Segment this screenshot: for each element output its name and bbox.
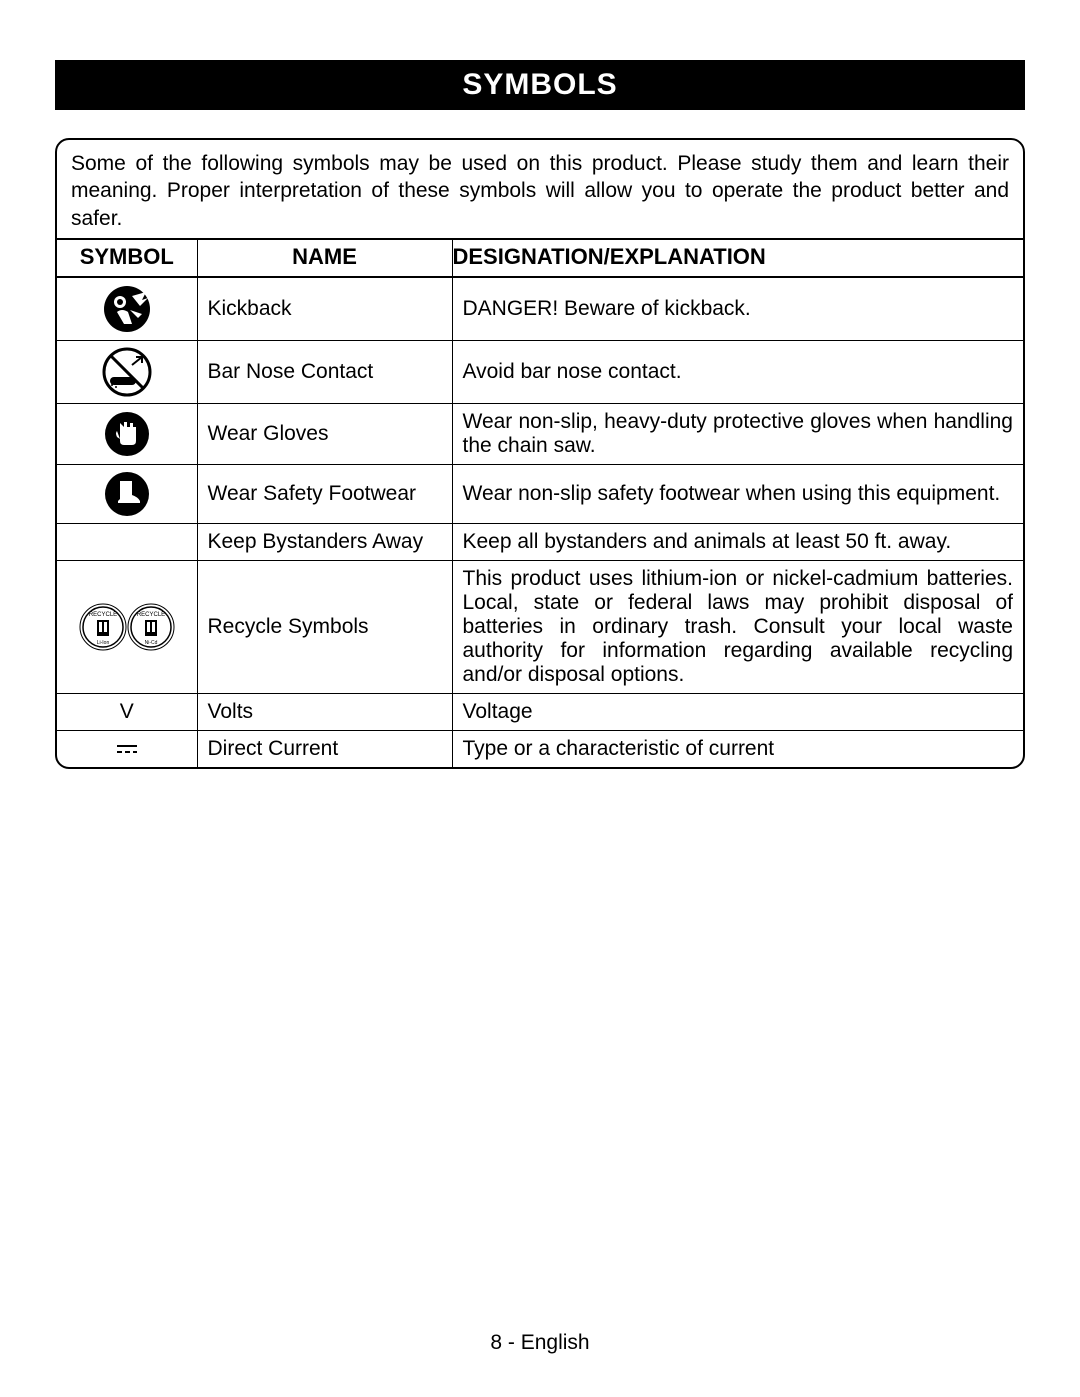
table-row: V Volts Voltage xyxy=(57,693,1023,730)
desc-cell: Wear non-slip, heavy-duty protective glo… xyxy=(452,403,1023,464)
name-cell: Wear Gloves xyxy=(197,403,452,464)
symbol-cell xyxy=(57,464,197,523)
symbol-cell xyxy=(57,403,197,464)
desc-cell: Voltage xyxy=(452,693,1023,730)
intro-text: Some of the following symbols may be use… xyxy=(57,140,1023,238)
desc-cell: DANGER! Beware of kickback. xyxy=(452,277,1023,341)
desc-cell: Keep all bystanders and animals at least… xyxy=(452,523,1023,560)
name-cell: Kickback xyxy=(197,277,452,341)
svg-text:RECYCLE: RECYCLE xyxy=(89,612,117,618)
table-row: Kickback DANGER! Beware of kickback. xyxy=(57,277,1023,341)
header-symbol: SYMBOL xyxy=(57,239,197,277)
table-row: RECYCLE Li-Ion RECYCLE xyxy=(57,560,1023,693)
desc-cell: Avoid bar nose contact. xyxy=(452,340,1023,403)
name-cell: Wear Safety Footwear xyxy=(197,464,452,523)
boots-icon xyxy=(104,471,150,517)
symbols-table: SYMBOL NAME DESIGNATION/EXPLANATION xyxy=(57,238,1023,767)
table-row: Bar Nose Contact Avoid bar nose contact. xyxy=(57,340,1023,403)
name-cell: Direct Current xyxy=(197,730,452,767)
symbol-cell: RECYCLE Li-Ion RECYCLE xyxy=(57,560,197,693)
name-cell: Bar Nose Contact xyxy=(197,340,452,403)
gloves-icon xyxy=(104,411,150,457)
bar-nose-contact-icon xyxy=(102,347,152,397)
table-row: Direct Current Type or a characteristic … xyxy=(57,730,1023,767)
svg-text:Ni-Cd: Ni-Cd xyxy=(144,640,157,646)
recycle-icon: RECYCLE Li-Ion RECYCLE xyxy=(79,602,175,652)
symbol-cell xyxy=(57,340,197,403)
svg-text:RECYCLE: RECYCLE xyxy=(137,612,165,618)
page-footer: 8 - English xyxy=(0,1331,1080,1355)
header-designation: DESIGNATION/EXPLANATION xyxy=(452,239,1023,277)
symbols-box: Some of the following symbols may be use… xyxy=(55,138,1025,769)
desc-cell: Wear non-slip safety footwear when using… xyxy=(452,464,1023,523)
table-row: Wear Safety Footwear Wear non-slip safet… xyxy=(57,464,1023,523)
kickback-icon xyxy=(102,284,152,334)
symbol-cell: V xyxy=(57,693,197,730)
table-row: Wear Gloves Wear non-slip, heavy-duty pr… xyxy=(57,403,1023,464)
table-row: Keep Bystanders Away Keep all bystanders… xyxy=(57,523,1023,560)
name-cell: Recycle Symbols xyxy=(197,560,452,693)
desc-cell: Type or a characteristic of current xyxy=(452,730,1023,767)
name-cell: Keep Bystanders Away xyxy=(197,523,452,560)
symbol-cell xyxy=(57,730,197,767)
table-header-row: SYMBOL NAME DESIGNATION/EXPLANATION xyxy=(57,239,1023,277)
name-cell: Volts xyxy=(197,693,452,730)
section-title: SYMBOLS xyxy=(55,60,1025,110)
desc-cell: This product uses lithium-ion or nickel-… xyxy=(452,560,1023,693)
header-name: NAME xyxy=(197,239,452,277)
direct-current-icon xyxy=(115,743,139,755)
svg-text:Li-Ion: Li-Ion xyxy=(96,640,109,646)
symbol-cell xyxy=(57,277,197,341)
symbol-cell xyxy=(57,523,197,560)
